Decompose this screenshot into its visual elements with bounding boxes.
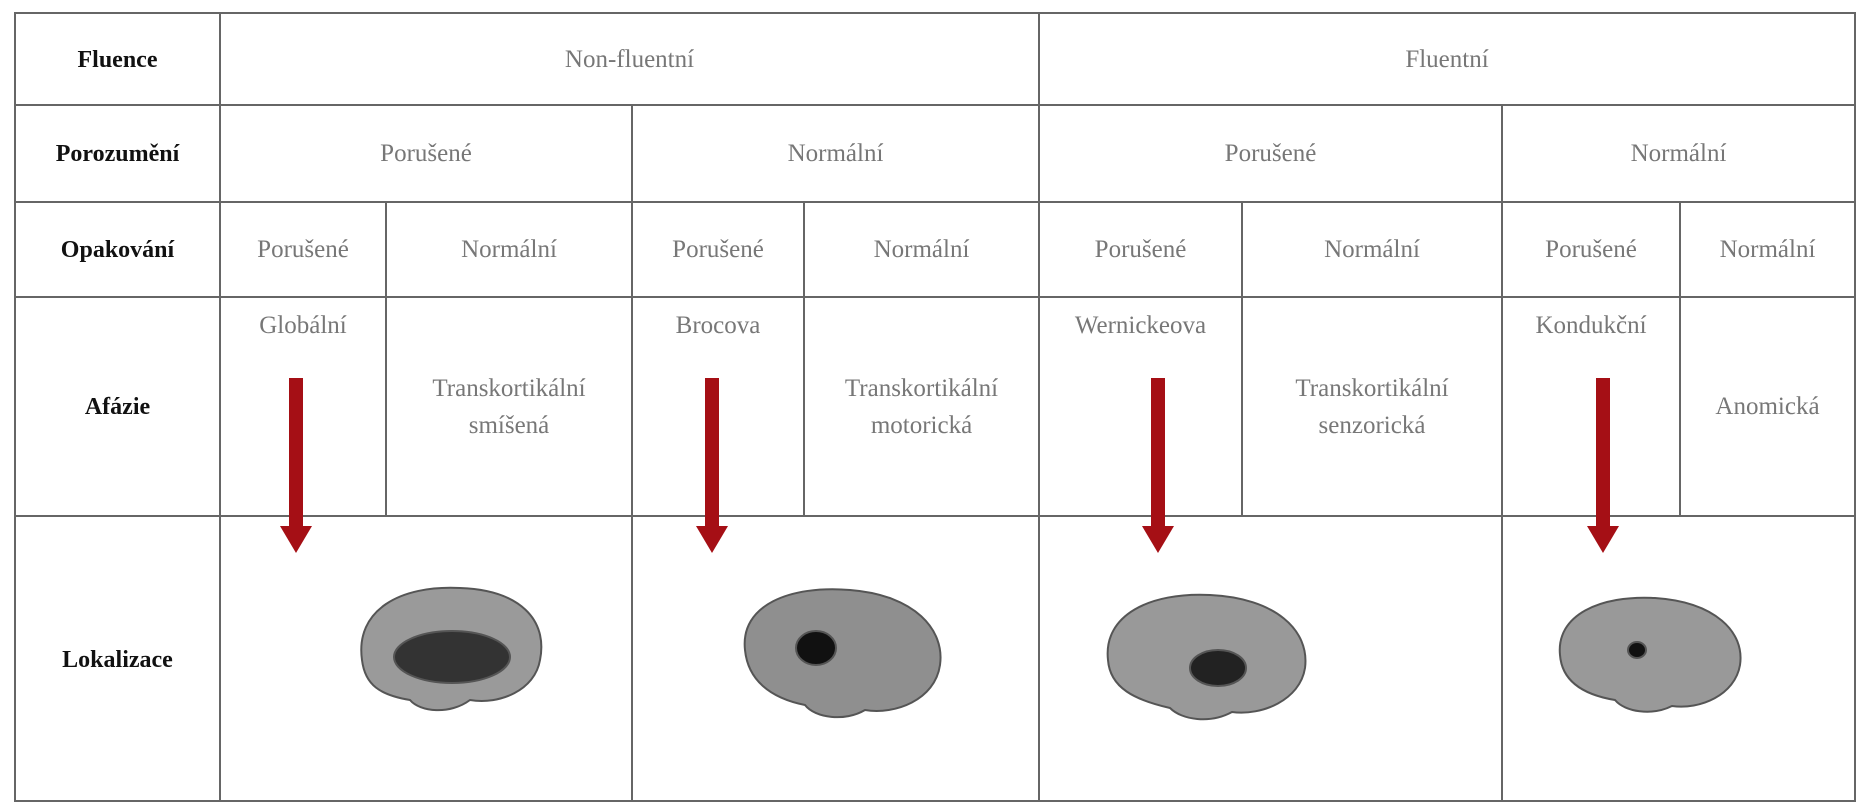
table-cell: Kondukční	[1501, 296, 1679, 517]
table-cell: Porušené	[1501, 201, 1679, 298]
row-label: Afázie	[14, 296, 219, 517]
table-cell: Normální	[1241, 201, 1501, 298]
row-label: Porozumění	[14, 104, 219, 203]
table-cell: Transkortikální smíšená	[385, 296, 631, 517]
table-cell: Porušené	[1038, 201, 1241, 298]
table-cell: Brocova	[631, 296, 803, 517]
row-label: Fluence	[14, 12, 219, 106]
table-cell: Transkortikální motorická	[803, 296, 1038, 517]
aphasia-table: FluenceNon-fluentníFluentníPorozuměníPor…	[0, 0, 1856, 802]
table-cell	[1038, 515, 1501, 802]
table-cell: Porušené	[631, 201, 803, 298]
table-cell	[1501, 515, 1856, 802]
table-cell: Wernickeova	[1038, 296, 1241, 517]
row-label: Lokalizace	[14, 515, 219, 802]
table-cell: Globální	[219, 296, 385, 517]
table-cell: Non-fluentní	[219, 12, 1038, 106]
table-cell: Porušené	[1038, 104, 1501, 203]
table-cell	[219, 515, 631, 802]
row-label: Opakování	[14, 201, 219, 298]
table-cell: Normální	[1679, 201, 1856, 298]
table-cell: Transkortikální senzorická	[1241, 296, 1501, 517]
table-cell: Normální	[385, 201, 631, 298]
table-cell: Normální	[803, 201, 1038, 298]
table-cell: Anomická	[1679, 296, 1856, 517]
table-cell: Porušené	[219, 104, 631, 203]
table-cell: Fluentní	[1038, 12, 1856, 106]
table-cell: Normální	[1501, 104, 1856, 203]
table-cell: Normální	[631, 104, 1038, 203]
table-cell	[631, 515, 1038, 802]
table-cell: Porušené	[219, 201, 385, 298]
